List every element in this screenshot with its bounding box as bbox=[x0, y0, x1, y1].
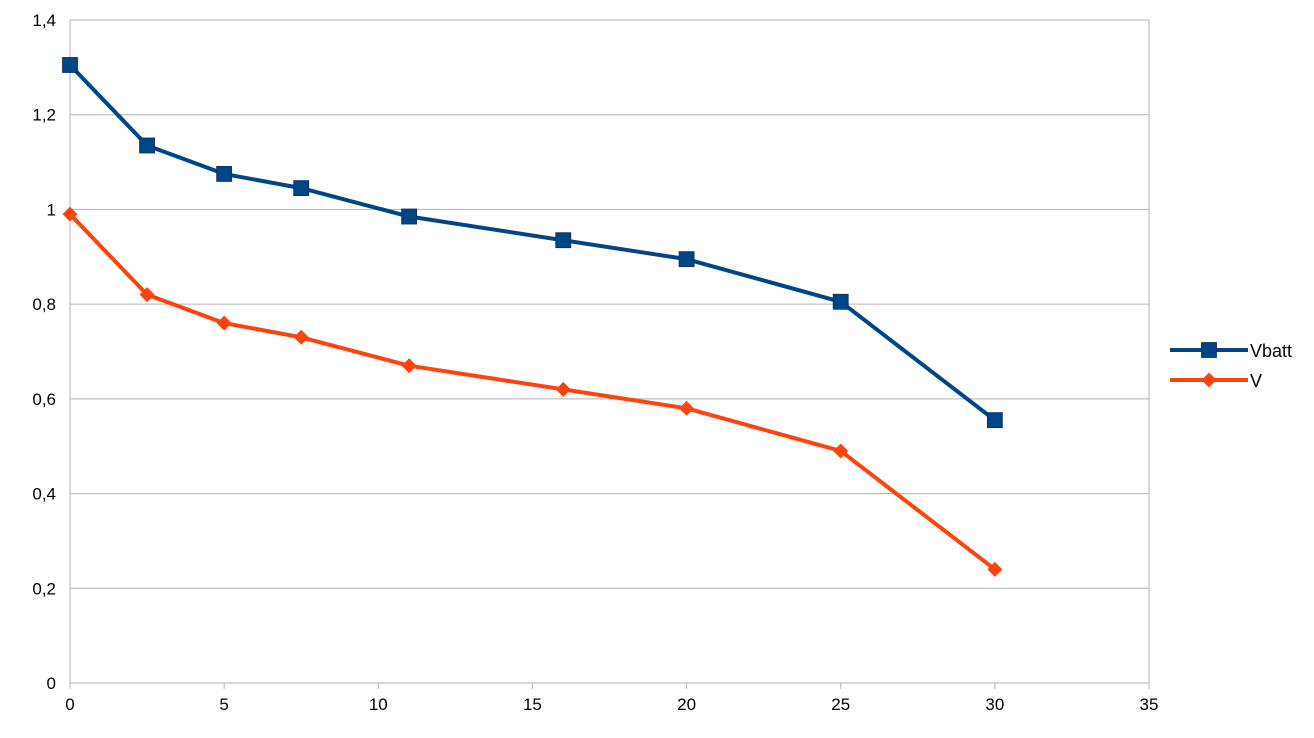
y-tick-label: 0,8 bbox=[32, 295, 56, 314]
y-tick-label: 0,6 bbox=[32, 390, 56, 409]
x-tick-label: 0 bbox=[65, 695, 74, 714]
data-point bbox=[293, 329, 309, 345]
x-tick-label: 30 bbox=[985, 695, 1004, 714]
x-tick-label: 20 bbox=[677, 695, 696, 714]
y-tick-label: 1 bbox=[47, 200, 56, 219]
data-point bbox=[678, 251, 695, 268]
legend-marker bbox=[1201, 372, 1217, 388]
data-point bbox=[216, 166, 233, 182]
legend: Vbatt V bbox=[1170, 341, 1292, 391]
data-point bbox=[293, 180, 310, 197]
grid-lines bbox=[70, 19, 1150, 683]
x-tick-label: 35 bbox=[1140, 695, 1159, 714]
data-point bbox=[555, 381, 571, 397]
legend-item: Vbatt bbox=[1170, 341, 1292, 361]
legend-marker bbox=[1201, 342, 1217, 358]
data-point bbox=[62, 206, 78, 222]
y-tick-label: 1,2 bbox=[32, 106, 56, 125]
series-line bbox=[68, 212, 997, 572]
x-tick-labels: 0 5 10 15 20 25 30 35 bbox=[65, 683, 1158, 714]
x-tick-label: 25 bbox=[831, 695, 850, 714]
data-point bbox=[216, 315, 232, 331]
legend-item: V bbox=[1170, 371, 1262, 391]
y-tick-label: 0,2 bbox=[32, 579, 56, 598]
series-0 bbox=[62, 57, 1003, 429]
data-point bbox=[139, 287, 155, 303]
data-point bbox=[401, 208, 418, 225]
x-tick-label: 10 bbox=[369, 695, 388, 714]
legend-label: V bbox=[1250, 371, 1262, 391]
data-point bbox=[401, 358, 417, 374]
x-tick-label: 5 bbox=[219, 695, 228, 714]
data-point bbox=[555, 232, 572, 249]
y-tick-label: 0,4 bbox=[32, 485, 56, 504]
x-tick-label: 15 bbox=[523, 695, 542, 714]
data-point bbox=[139, 137, 155, 154]
data-point bbox=[987, 561, 1003, 577]
y-tick-label: 0 bbox=[47, 674, 56, 693]
data-point bbox=[679, 400, 695, 416]
series-line bbox=[68, 62, 997, 423]
legend-label: Vbatt bbox=[1250, 341, 1292, 361]
series bbox=[62, 57, 1003, 577]
series-1 bbox=[62, 206, 1003, 577]
data-point bbox=[833, 443, 849, 459]
data-point bbox=[832, 293, 849, 310]
axes bbox=[69, 20, 1149, 684]
y-tick-labels: 0 0,2 0,4 0,6 0,8 1 1,2 1,4 bbox=[32, 11, 56, 693]
data-point bbox=[62, 57, 78, 73]
y-tick-label: 1,4 bbox=[32, 11, 56, 30]
data-point bbox=[986, 412, 1003, 429]
